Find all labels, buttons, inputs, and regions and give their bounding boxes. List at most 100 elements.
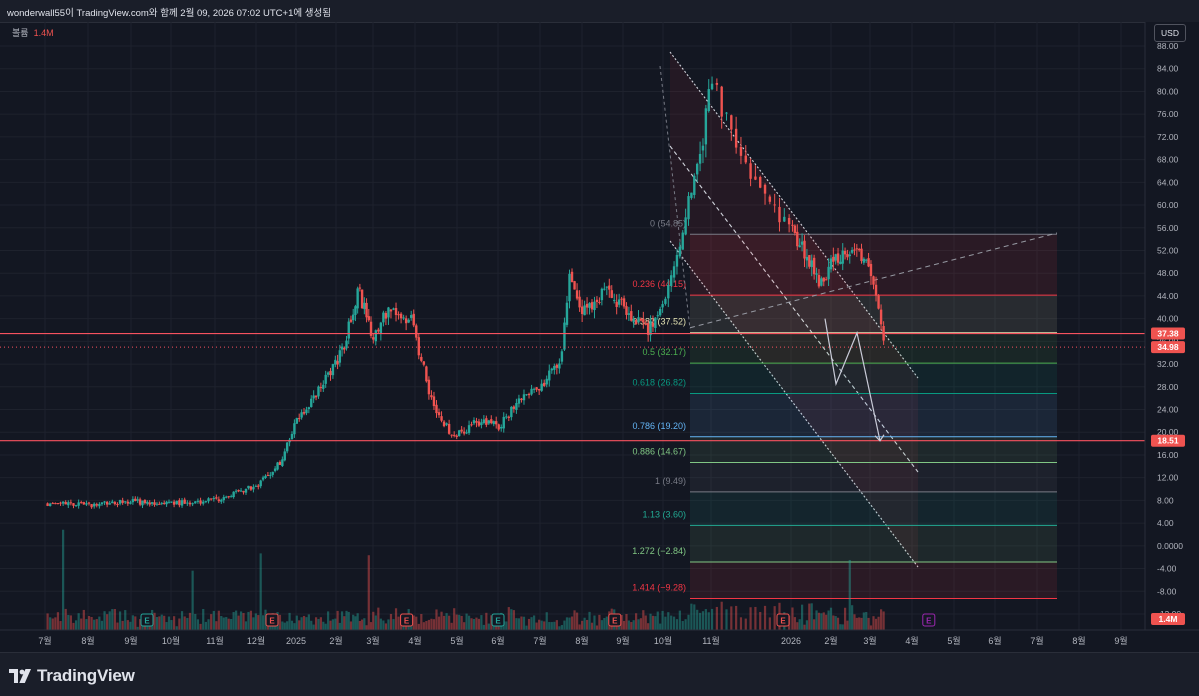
candle-body bbox=[247, 485, 250, 489]
volume-bar bbox=[183, 616, 186, 630]
candle-body bbox=[580, 306, 584, 315]
channel-upper-line bbox=[669, 51, 919, 379]
fibonacci-retracement[interactable]: 0 (54.85) 0.236 (44.15) 0.382 (37.52) 0.5 (… bbox=[632, 65, 1058, 600]
candle-body bbox=[575, 290, 579, 299]
candle-body bbox=[455, 435, 458, 438]
volume-bar bbox=[222, 617, 225, 630]
volume-bar bbox=[555, 620, 558, 630]
volume-bar bbox=[397, 616, 400, 630]
candle-body bbox=[48, 503, 52, 506]
volume-bar bbox=[600, 620, 603, 630]
price-tick-label: -8.00 bbox=[1157, 586, 1177, 596]
volume-bar bbox=[822, 612, 825, 630]
candle-body bbox=[183, 499, 186, 504]
price-chart[interactable]: 0 (54.85) 0.236 (44.15) 0.382 (37.52) 0.5 (… bbox=[0, 22, 1199, 652]
chart-grid bbox=[0, 22, 1145, 630]
volume-bar bbox=[759, 611, 762, 630]
candle-body bbox=[661, 304, 664, 308]
candle-body bbox=[848, 254, 851, 257]
candle-body bbox=[684, 217, 687, 235]
candle-body bbox=[543, 382, 546, 386]
candle-body bbox=[358, 287, 362, 289]
volume-bar bbox=[635, 613, 638, 630]
volume-bar bbox=[540, 620, 543, 630]
volume-bar bbox=[667, 612, 670, 630]
price-tick-label: 0.0000 bbox=[1157, 541, 1183, 551]
candle-body bbox=[319, 387, 323, 389]
candle-body bbox=[749, 163, 752, 179]
candle-body bbox=[475, 421, 478, 423]
volume-bar bbox=[283, 622, 286, 630]
candle-body bbox=[613, 299, 616, 301]
candle-body bbox=[305, 409, 308, 414]
candle-body bbox=[482, 419, 486, 423]
volume-label: 볼륨 bbox=[12, 28, 29, 38]
volume-bar bbox=[862, 612, 865, 630]
volume-bar bbox=[175, 626, 178, 630]
price-axis[interactable]: 88.00 84.00 80.00 76.00 72.00 68.00 64.00 60.00… bbox=[1144, 22, 1199, 630]
volume-bar bbox=[322, 621, 325, 630]
candle-body bbox=[855, 248, 859, 250]
volume-bar bbox=[244, 621, 248, 630]
volume-bar bbox=[768, 617, 771, 630]
currency-button[interactable]: USD bbox=[1154, 24, 1186, 42]
candle-body bbox=[457, 430, 461, 437]
candle-body bbox=[90, 504, 93, 508]
price-tick-label: 28.00 bbox=[1157, 382, 1179, 392]
candle-body bbox=[363, 302, 366, 310]
candle-body bbox=[402, 317, 405, 319]
fib-trend-line bbox=[659, 65, 691, 329]
volume-bar bbox=[286, 621, 289, 630]
candle-body bbox=[515, 403, 518, 410]
candle-body bbox=[568, 273, 571, 302]
volume-bar bbox=[158, 616, 161, 630]
volume-bar bbox=[798, 619, 801, 630]
volume-bar bbox=[113, 609, 116, 630]
volume-bar bbox=[869, 625, 873, 630]
candle-body bbox=[207, 498, 210, 502]
fib-level-label: 1.13 (3.60) bbox=[642, 509, 686, 519]
time-tick-label: 6월 bbox=[988, 635, 1001, 646]
volume-bar bbox=[720, 601, 723, 630]
candle-body bbox=[326, 372, 330, 375]
volume-bar bbox=[180, 611, 184, 630]
horizontal-lines[interactable] bbox=[0, 332, 1148, 442]
candle-body bbox=[72, 503, 75, 506]
volume-value-badge bbox=[1151, 613, 1185, 625]
candle-body bbox=[525, 394, 528, 396]
candle-body bbox=[877, 295, 880, 309]
earnings-marker-label: E bbox=[144, 617, 150, 626]
candle-body bbox=[141, 500, 144, 506]
volume-bar bbox=[654, 616, 657, 630]
volume-bar bbox=[475, 617, 478, 630]
volume-bar bbox=[693, 604, 696, 630]
volume-bar bbox=[417, 623, 420, 630]
time-axis[interactable]: 7월 8월 9월 10월 11월 12월 2025 2월 3월 4월 5월 6월 7월 8월 9월 10월 11… bbox=[0, 629, 1199, 652]
price-tick-label: 88.00 bbox=[1157, 41, 1179, 51]
volume-bar bbox=[460, 615, 463, 630]
tradingview-icon bbox=[9, 669, 31, 683]
projection-arrows[interactable] bbox=[824, 318, 885, 442]
price-tick-label: 60.00 bbox=[1157, 200, 1179, 210]
fib-zone-band bbox=[690, 462, 1057, 492]
volume-bar bbox=[463, 622, 466, 630]
volume-bar bbox=[553, 621, 556, 630]
candle-body bbox=[367, 316, 370, 321]
candle-body bbox=[505, 416, 508, 418]
volume-bar bbox=[129, 621, 132, 630]
candle-body bbox=[595, 299, 599, 302]
price-tick-label: 20.00 bbox=[1157, 427, 1179, 437]
candle-body bbox=[136, 499, 139, 501]
price-axis-background bbox=[1145, 22, 1199, 630]
volume-bar bbox=[358, 621, 361, 630]
time-tick-label: 9월 bbox=[124, 635, 137, 646]
candle-body bbox=[622, 298, 626, 307]
volume-bar bbox=[512, 610, 515, 630]
tradingview-logo[interactable]: TradingView bbox=[9, 666, 135, 686]
volume-bar bbox=[49, 617, 52, 630]
candle-body bbox=[150, 502, 154, 504]
candle-body bbox=[100, 502, 104, 505]
candle-body bbox=[850, 249, 854, 253]
candlestick-series bbox=[46, 76, 885, 509]
